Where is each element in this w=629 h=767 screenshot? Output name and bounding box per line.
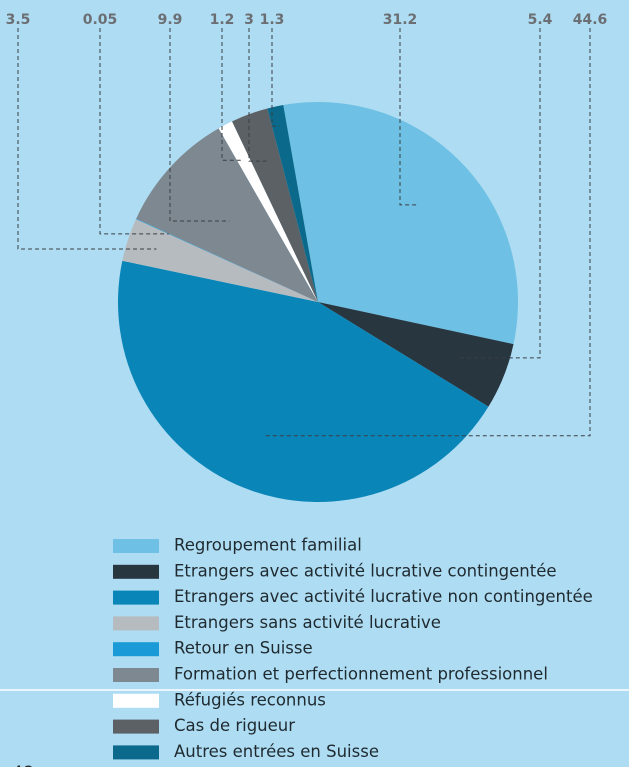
- legend-swatch: [113, 539, 159, 553]
- pie-slice: [117, 260, 489, 503]
- legend-label: Cas de rigueur: [174, 716, 295, 735]
- leader-line: [169, 28, 230, 222]
- leader-line: [248, 28, 267, 162]
- leader-line: [17, 28, 157, 250]
- legend-swatch: [113, 745, 159, 760]
- pie-slice: [232, 108, 318, 302]
- value-label: 31.2: [383, 12, 418, 28]
- pie-slice: [136, 128, 318, 302]
- value-label: 1.3: [260, 12, 285, 28]
- legend-label: Retour en Suisse: [174, 639, 313, 658]
- pie-slice: [318, 302, 514, 407]
- leader-line: [457, 28, 541, 359]
- legend-swatch: [113, 693, 159, 708]
- legend-swatch: [113, 564, 159, 579]
- leader-line: [99, 28, 169, 235]
- legend-swatch: [113, 668, 159, 682]
- legend-label: Réfugiés reconnus: [174, 690, 326, 709]
- value-label: 5.4: [528, 12, 553, 28]
- value-label: 9.9: [158, 12, 183, 28]
- page-number: 48: [12, 763, 34, 767]
- leader-line: [264, 28, 591, 437]
- legend-swatch: [113, 642, 159, 657]
- legend-label: Autres entrées en Suisse: [174, 742, 379, 761]
- legend-swatch: [113, 719, 159, 734]
- leader-line: [221, 28, 244, 161]
- legend-label: Etrangers avec activité lucrative non co…: [174, 587, 593, 606]
- legend-swatch: [113, 590, 159, 605]
- pie-slice: [135, 218, 318, 302]
- value-label: 3.5: [6, 12, 31, 28]
- legend-label: Regroupement familial: [174, 536, 362, 555]
- legend-swatch: [113, 616, 159, 631]
- value-label: 3: [244, 12, 254, 28]
- leader-line: [399, 28, 419, 206]
- pie-slice: [267, 105, 318, 302]
- legend-label: Formation et perfectionnement profession…: [174, 665, 548, 684]
- legend-label: Etrangers avec activité lucrative contin…: [174, 561, 557, 580]
- value-label: 44.6: [573, 12, 608, 28]
- pie-slice: [218, 121, 318, 303]
- value-label: 0.05: [83, 12, 118, 28]
- pie-slice: [283, 102, 518, 345]
- pie-slice: [122, 219, 318, 302]
- legend-label: Etrangers sans activité lucrative: [174, 613, 441, 632]
- value-label: 1.2: [210, 12, 235, 28]
- leader-line: [271, 28, 280, 127]
